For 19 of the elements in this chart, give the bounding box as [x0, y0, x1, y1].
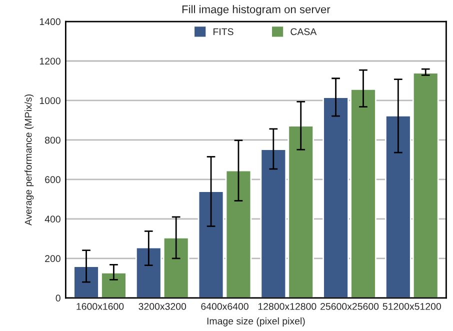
- y-axis-title: Average performance (MPix/s): [24, 94, 34, 226]
- x-tick-label: 51200x51200: [382, 303, 441, 310]
- x-tick-label: 12800x12800: [258, 303, 316, 310]
- x-axis-title: Image size (pixel pixel): [207, 317, 305, 326]
- y-tick-label: 600: [45, 176, 60, 184]
- y-tick-label: 800: [45, 136, 60, 144]
- x-tick-label: 3200x3200: [138, 303, 186, 310]
- y-tick-label: 1200: [40, 58, 60, 65]
- legend-label: FITS: [214, 28, 234, 36]
- y-tick-label: 400: [44, 216, 60, 223]
- x-tick-label: 6400x6400: [201, 303, 248, 310]
- y-tick-label: 1000: [40, 97, 60, 104]
- x-tick-label: 25600x25600: [320, 303, 379, 310]
- legend-label: CASA: [290, 28, 317, 36]
- y-tick-label: 200: [45, 255, 60, 262]
- x-tick-label: 1600x1600: [76, 303, 124, 310]
- y-tick-label: 0: [56, 294, 60, 302]
- y-tick-label: 1400: [40, 18, 60, 26]
- chart-title: Fill image histogram on server: [182, 5, 330, 16]
